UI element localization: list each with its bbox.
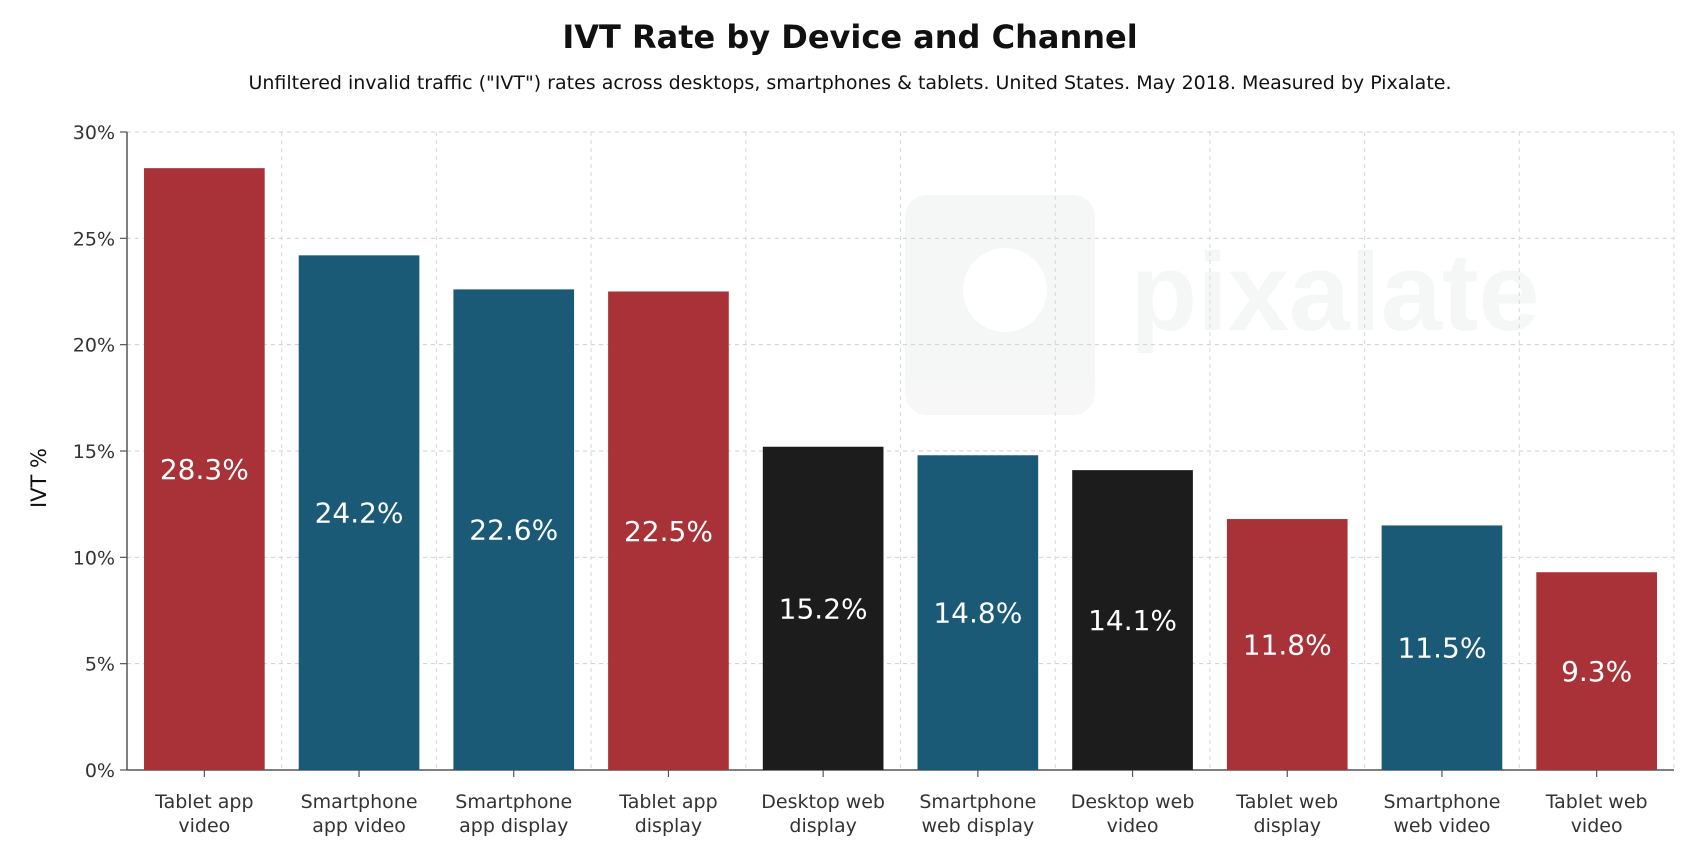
x-tick-label: Tablet web display — [1235, 791, 1338, 837]
y-tick-label: 15% — [73, 441, 115, 463]
pixalate-watermark: pixalate — [905, 195, 1540, 415]
bar — [1226, 519, 1348, 770]
x-tick-label: Smartphone app display — [455, 791, 572, 837]
data-labels: 28.3% 24.2% 22.6% 22.5% 15.2% 14.8% 14.1% 11.8%… — [160, 453, 1632, 688]
x-tick-label: Desktop web display — [761, 791, 885, 837]
x-tick-label: Smartphone app video — [301, 791, 418, 837]
bar — [1072, 470, 1193, 770]
bar — [917, 455, 1039, 770]
x-tick-label: Tablet app display — [618, 791, 717, 837]
bar — [762, 446, 884, 770]
bar — [144, 168, 265, 771]
bar-value-label: 24.2% — [315, 497, 404, 530]
x-tick-label: Smartphone web video — [1383, 791, 1500, 837]
axes: 0% 5% 10% 15% 20% 25% 30% Tablet app video Smartp… — [73, 122, 1674, 837]
x-tick-label: Desktop web video — [1071, 791, 1195, 837]
x-tick-label: Smartphone web display — [919, 791, 1036, 837]
bar — [1536, 572, 1657, 770]
bar — [453, 289, 575, 770]
y-tick-label: 0% — [85, 760, 115, 782]
bar-value-label: 11.5% — [1397, 632, 1486, 665]
bar-value-label: 22.6% — [469, 514, 558, 547]
bars — [144, 168, 1657, 771]
bar-value-label: 14.1% — [1088, 604, 1177, 637]
y-tick-label: 10% — [73, 547, 115, 569]
chart-title: IVT Rate by Device and Channel — [562, 18, 1138, 56]
y-axis-title: IVT % — [27, 448, 51, 508]
bar-value-label: 9.3% — [1561, 655, 1632, 688]
bar — [298, 255, 420, 770]
bar — [1381, 525, 1503, 770]
y-tick-label: 20% — [73, 335, 115, 357]
y-tick-label: 30% — [73, 122, 115, 144]
x-tick-label: Tablet app video — [154, 791, 253, 837]
chart-subtitle: Unfiltered invalid traffic ("IVT") rates… — [248, 72, 1452, 94]
watermark-text: pixalate — [1130, 231, 1540, 354]
bar-value-label: 22.5% — [624, 515, 713, 548]
y-tick-label: 5% — [85, 654, 115, 676]
bar — [608, 291, 729, 770]
bar-value-label: 28.3% — [160, 453, 249, 486]
y-tick-label: 25% — [73, 228, 115, 250]
bar-value-label: 11.8% — [1243, 629, 1332, 662]
bar-value-label: 14.8% — [933, 597, 1022, 630]
x-tick-label: Tablet web video — [1545, 791, 1648, 837]
bar-value-label: 15.2% — [779, 592, 868, 625]
